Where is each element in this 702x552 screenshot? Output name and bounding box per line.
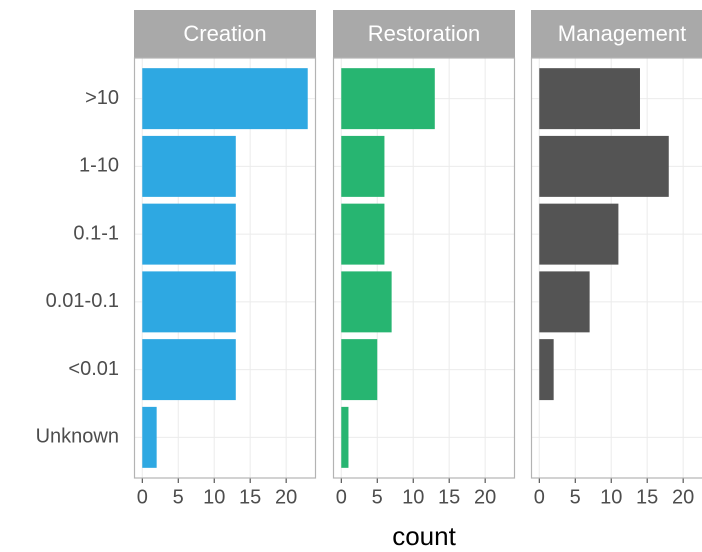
y-tick-label: 1-10 — [79, 155, 119, 177]
bar — [539, 203, 619, 265]
x-tick-label: 15 — [239, 486, 261, 508]
x-tick-label: 5 — [570, 486, 581, 508]
x-tick-label: 0 — [137, 486, 148, 508]
strip-label: Restoration — [368, 21, 481, 46]
bar — [341, 406, 349, 468]
bar — [142, 271, 236, 333]
panel-border — [530, 57, 702, 479]
x-axis-label: count — [392, 521, 456, 551]
bar — [539, 271, 590, 333]
x-tick-label: 10 — [203, 486, 225, 508]
bar — [142, 68, 308, 130]
x-tick-label: 0 — [336, 486, 347, 508]
bar — [341, 203, 385, 265]
strip — [531, 10, 702, 58]
y-tick-label: 0.1-1 — [73, 222, 119, 244]
y-tick-label: >10 — [85, 87, 119, 109]
bar — [142, 339, 236, 401]
panel-border — [133, 57, 317, 479]
x-tick-label: 10 — [402, 486, 424, 508]
bar — [341, 271, 392, 333]
y-tick-label: Unknown — [36, 426, 119, 448]
bar — [539, 339, 554, 401]
bar — [142, 406, 157, 468]
strip — [333, 10, 515, 58]
bar — [341, 339, 378, 401]
x-tick-label: 20 — [275, 486, 297, 508]
bar — [539, 135, 669, 197]
bar — [341, 68, 435, 130]
bar — [142, 203, 236, 265]
x-tick-label: 20 — [672, 486, 694, 508]
x-tick-label: 5 — [372, 486, 383, 508]
panel-border — [332, 57, 516, 479]
x-tick-label: 15 — [438, 486, 460, 508]
x-tick-label: 15 — [636, 486, 658, 508]
x-tick-label: 20 — [474, 486, 496, 508]
bar — [539, 68, 640, 130]
strip — [134, 10, 316, 58]
bar — [341, 135, 385, 197]
x-tick-label: 5 — [173, 486, 184, 508]
x-tick-label: 0 — [534, 486, 545, 508]
y-tick-label: <0.01 — [68, 358, 119, 380]
strip-label: Management — [558, 21, 686, 46]
strip-label: Creation — [183, 21, 266, 46]
y-tick-label: 0.01-0.1 — [46, 290, 119, 312]
bar — [142, 135, 236, 197]
x-tick-label: 10 — [600, 486, 622, 508]
